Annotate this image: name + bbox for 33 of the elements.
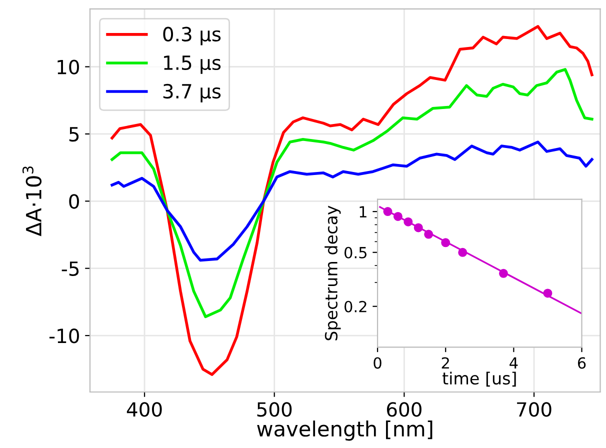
y-axis-title: ΔA·10$^{3}$	[22, 166, 42, 236]
legend-label: 1.5 μs	[164, 56, 221, 74]
point	[404, 217, 413, 226]
point	[414, 223, 423, 232]
x-tick-label: 0	[374, 357, 382, 369]
legend-label: 0.3 μs	[163, 26, 221, 46]
point	[393, 212, 402, 221]
legend-label: 3.7 μs	[163, 84, 221, 102]
x-tick-label: 600	[386, 402, 422, 417]
y-tick-label: 5	[69, 127, 79, 142]
line-series	[110, 140, 594, 262]
x-tick-label: 500	[257, 402, 292, 417]
point	[458, 248, 468, 257]
x-tick-label: 2	[442, 357, 449, 369]
y-tick-label: -10	[49, 328, 79, 344]
x-axis-title: time [us]	[442, 372, 516, 387]
x-axis-title: wavelength [nm]	[257, 420, 432, 441]
y-axis-title: Spectrum decay	[324, 206, 341, 340]
point	[383, 207, 392, 216]
y-tick-label: 0.5	[344, 246, 366, 258]
y-tick-label: 0.2	[344, 300, 366, 312]
y-tick-label: 10	[58, 60, 79, 74]
y-tick-label: 1	[360, 206, 366, 218]
point	[424, 230, 434, 239]
x-tick-label: 700	[517, 402, 552, 417]
point	[498, 268, 508, 278]
point	[441, 238, 450, 248]
y-tick-label: -5	[62, 262, 79, 276]
x-tick-label: 400	[126, 402, 162, 417]
x-tick-label: 6	[578, 357, 586, 369]
y-tick-label: 0	[69, 194, 79, 209]
x-tick-label: 4	[510, 357, 518, 369]
point	[543, 288, 552, 298]
